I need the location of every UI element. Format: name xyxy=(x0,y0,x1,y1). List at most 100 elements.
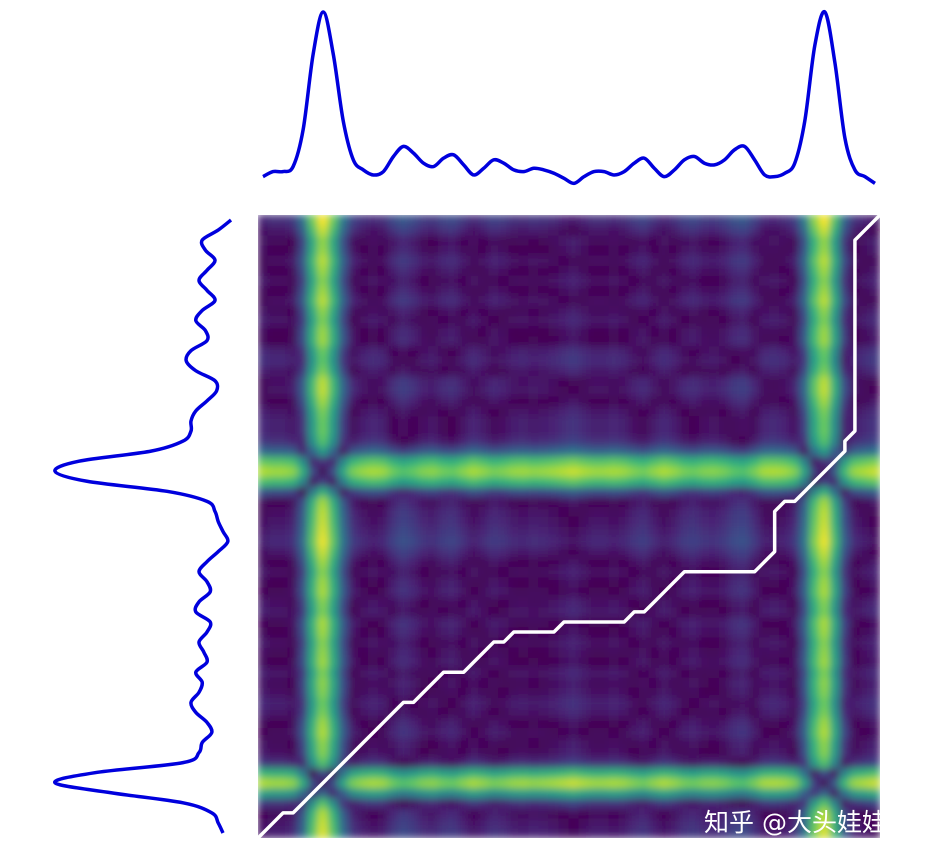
cost-cell xyxy=(759,355,771,367)
cost-cell xyxy=(688,455,700,467)
cost-cell xyxy=(829,767,841,779)
cost-cell xyxy=(277,586,289,598)
cost-cell xyxy=(678,616,690,628)
cost-cell xyxy=(638,395,650,407)
cost-cell xyxy=(578,264,590,276)
cost-cell xyxy=(387,526,399,538)
cost-cell xyxy=(568,817,580,829)
cost-cell xyxy=(458,335,470,347)
cost-cell xyxy=(347,495,359,507)
cost-cell xyxy=(387,536,399,548)
cost-cell xyxy=(779,385,791,397)
cost-cell xyxy=(799,294,811,306)
cost-cell xyxy=(297,777,309,789)
cost-cell xyxy=(739,626,751,638)
cost-cell xyxy=(749,515,761,527)
cost-cell xyxy=(377,777,389,789)
cost-cell xyxy=(347,264,359,276)
cost-cell xyxy=(598,405,610,417)
cost-cell xyxy=(258,716,269,728)
cost-cell xyxy=(638,515,650,527)
cost-cell xyxy=(588,576,600,588)
cost-cell xyxy=(859,345,871,357)
cost-cell xyxy=(277,626,289,638)
cost-cell xyxy=(698,385,710,397)
cost-cell xyxy=(277,215,289,226)
cost-cell xyxy=(478,335,490,347)
cost-cell xyxy=(367,455,379,467)
cost-cell xyxy=(518,636,530,648)
cost-cell xyxy=(648,465,660,477)
cost-cell xyxy=(538,355,550,367)
cost-cell xyxy=(698,215,710,226)
cost-cell xyxy=(708,616,720,628)
cost-cell xyxy=(258,485,269,497)
cost-cell xyxy=(859,314,871,327)
cost-cell xyxy=(779,244,791,256)
cost-cell xyxy=(528,616,540,628)
cost-cell xyxy=(688,445,700,457)
cost-cell xyxy=(558,375,570,387)
cost-cell xyxy=(668,465,680,477)
cost-cell xyxy=(749,827,761,838)
cost-cell xyxy=(749,666,761,678)
cost-cell xyxy=(548,807,560,819)
cost-cell xyxy=(518,515,530,527)
cost-cell xyxy=(327,355,339,367)
cost-cell xyxy=(749,606,761,618)
cost-cell xyxy=(337,556,349,568)
cost-cell xyxy=(468,646,480,658)
cost-cell xyxy=(698,515,710,527)
cost-cell xyxy=(558,365,570,377)
cost-cell xyxy=(749,405,761,417)
cost-cell xyxy=(428,254,440,266)
cost-cell xyxy=(718,365,731,377)
cost-cell xyxy=(357,526,369,538)
cost-cell xyxy=(769,566,781,578)
cost-cell xyxy=(588,385,600,397)
cost-cell xyxy=(568,325,580,337)
cost-cell xyxy=(397,616,409,628)
cost-cell xyxy=(397,807,409,819)
cost-cell xyxy=(769,586,781,598)
cost-cell xyxy=(708,304,720,316)
cost-cell xyxy=(779,395,791,407)
cost-cell xyxy=(448,616,460,628)
cost-cell xyxy=(779,425,791,437)
cost-cell xyxy=(799,505,811,517)
cost-cell xyxy=(367,335,379,347)
cost-cell xyxy=(769,726,781,739)
cost-cell xyxy=(407,636,420,648)
cost-cell xyxy=(428,264,440,276)
cost-cell xyxy=(598,495,610,507)
cost-cell xyxy=(829,616,841,628)
cost-cell xyxy=(528,716,540,728)
cost-cell xyxy=(277,505,289,517)
cost-cell xyxy=(317,224,329,236)
cost-cell xyxy=(759,215,771,226)
cost-cell xyxy=(367,797,379,809)
cost-cell xyxy=(548,676,560,688)
cost-cell xyxy=(397,787,409,799)
cost-cell xyxy=(397,365,409,377)
cost-cell xyxy=(839,355,851,367)
cost-cell xyxy=(789,666,801,678)
cost-cell xyxy=(779,335,791,347)
cost-cell xyxy=(769,415,781,427)
cost-cell xyxy=(377,445,389,457)
cost-cell xyxy=(498,224,510,236)
cost-cell xyxy=(498,787,510,799)
cost-cell xyxy=(347,395,359,407)
cost-cell xyxy=(849,686,861,698)
cost-cell xyxy=(698,606,710,618)
cost-cell xyxy=(749,345,761,357)
cost-cell xyxy=(769,274,781,286)
cost-cell xyxy=(428,485,440,497)
cost-cell xyxy=(869,415,880,427)
cost-cell xyxy=(438,405,450,417)
cost-cell xyxy=(749,576,761,588)
cost-cell xyxy=(448,475,460,487)
cost-cell xyxy=(337,294,349,306)
cost-cell xyxy=(307,264,319,276)
cost-cell xyxy=(598,797,610,809)
